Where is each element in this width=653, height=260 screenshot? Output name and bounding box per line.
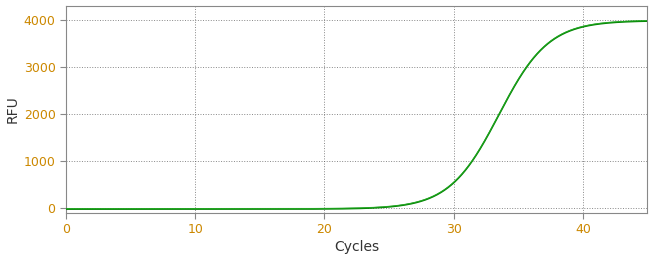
Y-axis label: RFU: RFU	[6, 95, 20, 123]
X-axis label: Cycles: Cycles	[334, 240, 379, 255]
